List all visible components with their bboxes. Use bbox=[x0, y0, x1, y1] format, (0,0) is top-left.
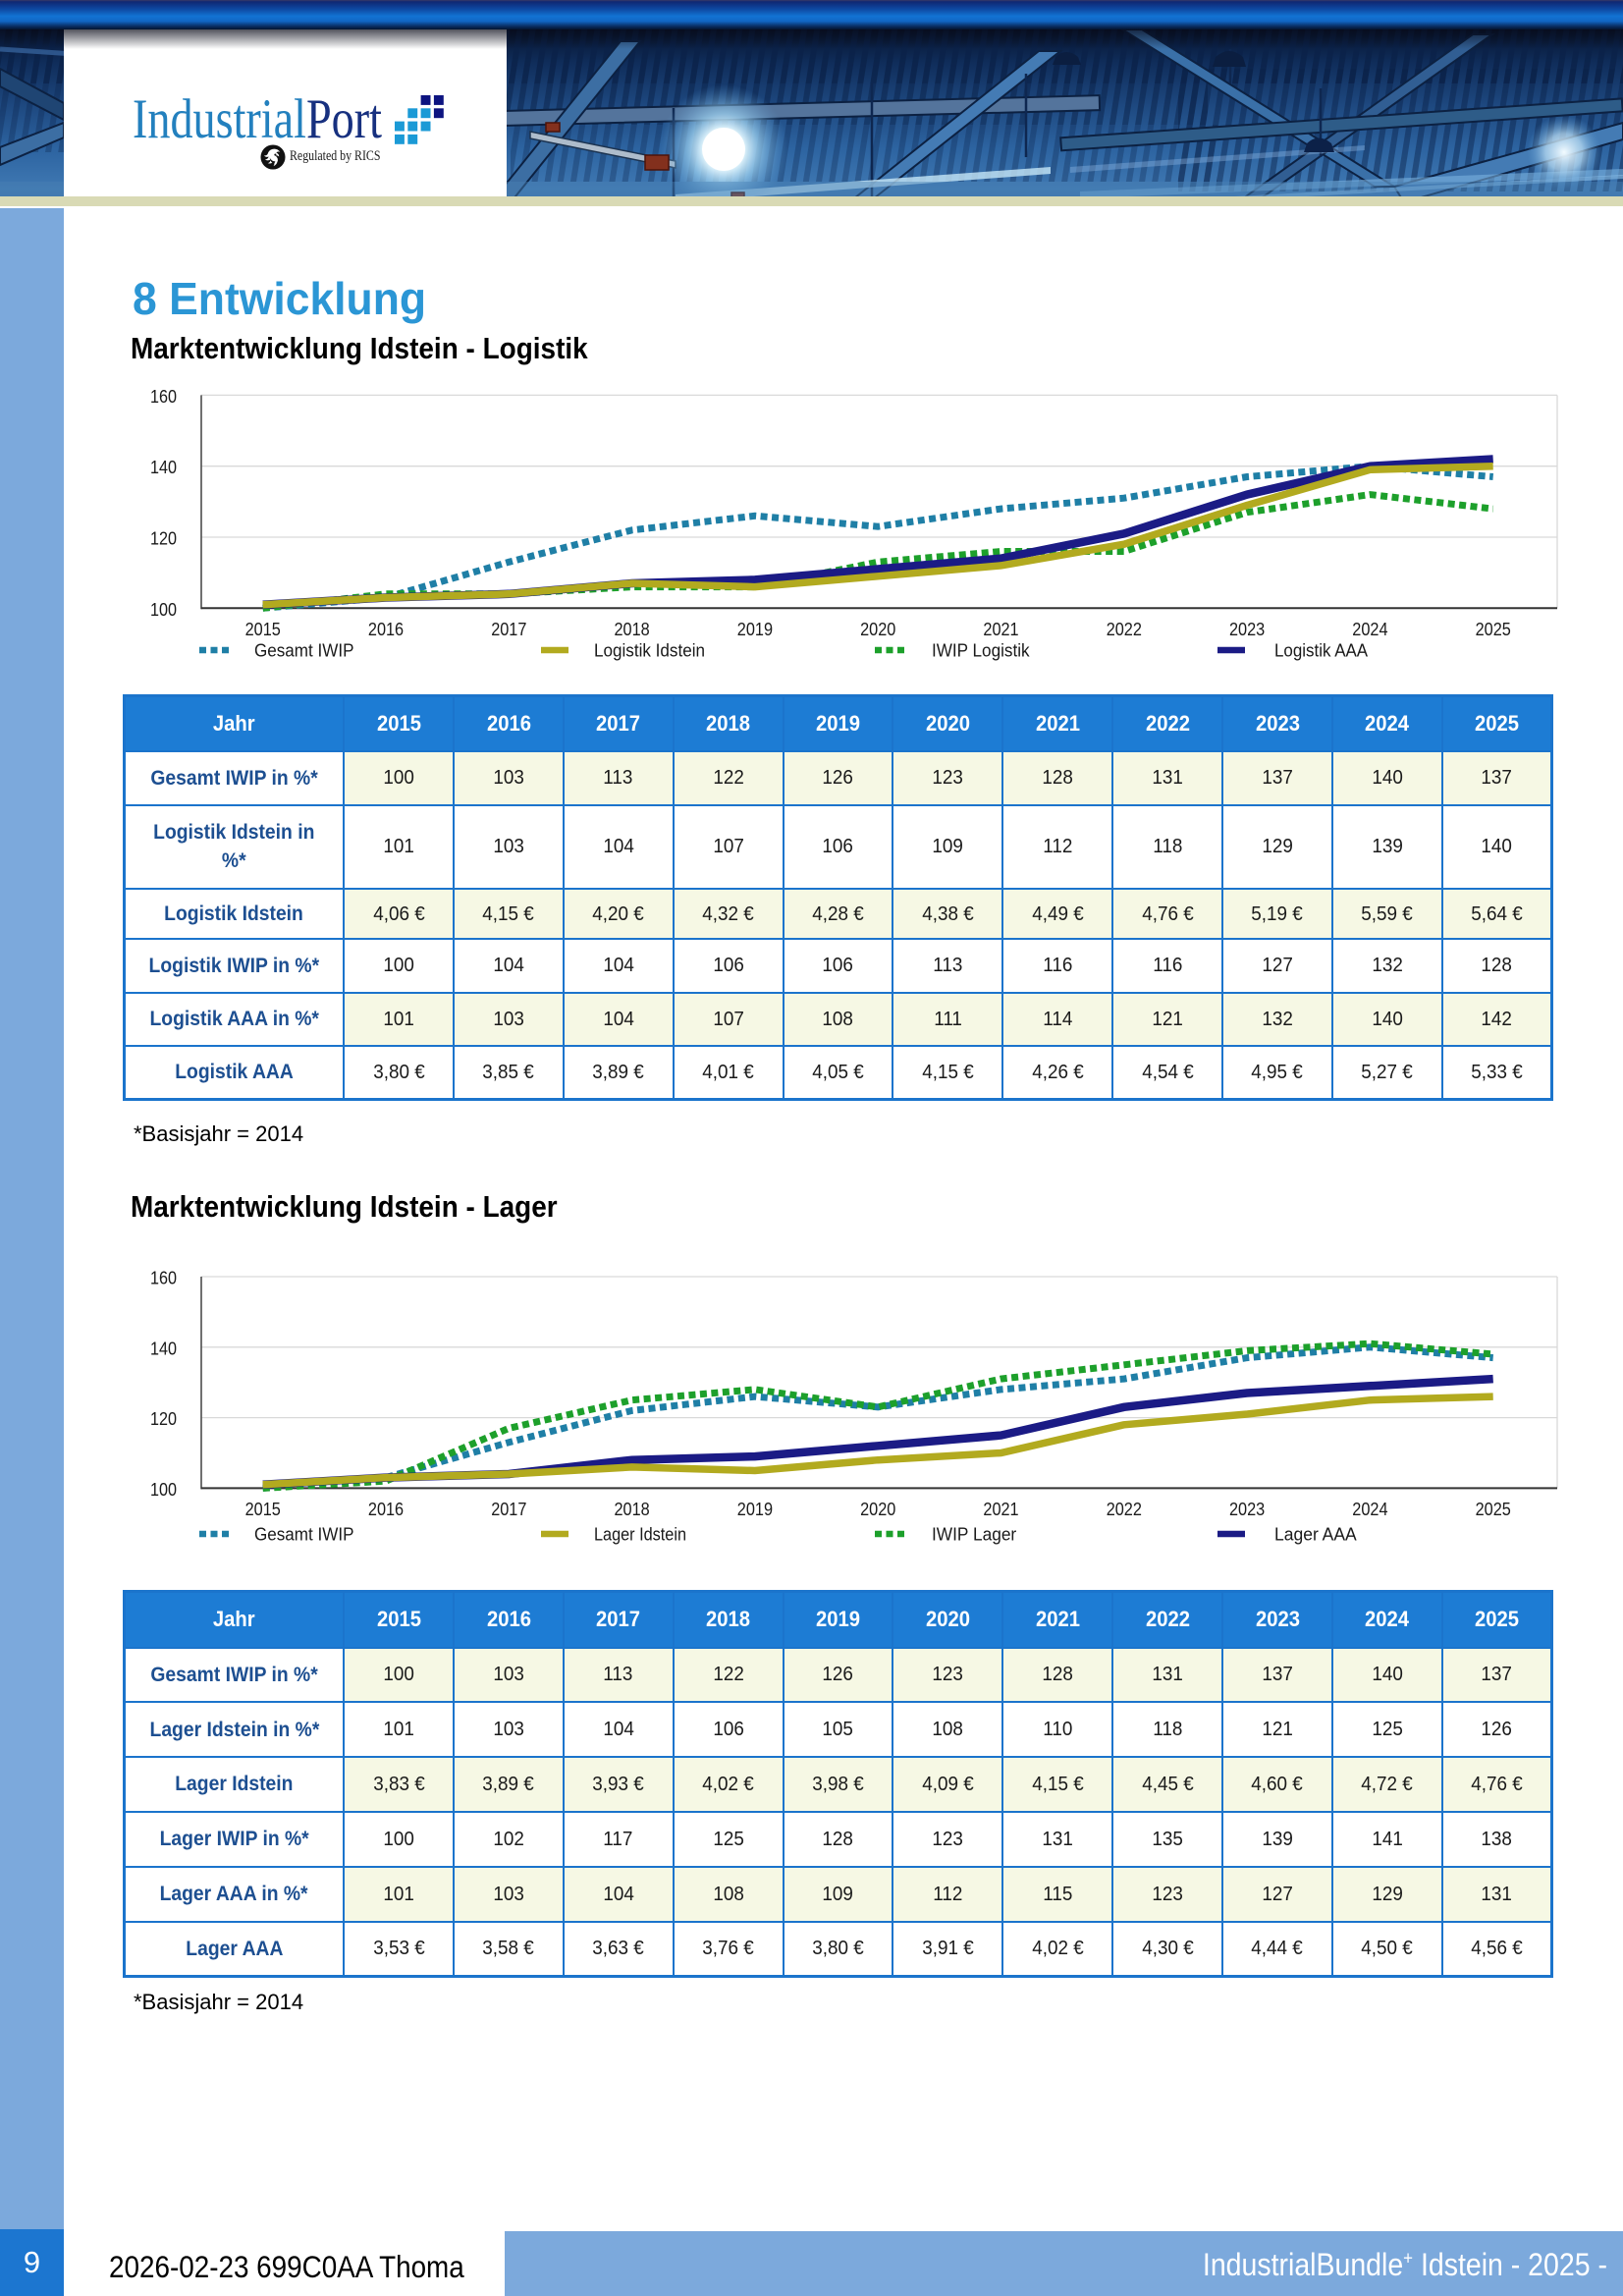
svg-text:2020: 2020 bbox=[860, 1500, 895, 1519]
svg-text:2018: 2018 bbox=[615, 1500, 650, 1519]
svg-text:2021: 2021 bbox=[983, 1500, 1018, 1519]
svg-text:Gesamt IWIP: Gesamt IWIP bbox=[254, 1525, 354, 1545]
svg-text:Gesamt IWIP: Gesamt IWIP bbox=[254, 641, 354, 661]
svg-text:120: 120 bbox=[150, 529, 177, 549]
svg-text:140: 140 bbox=[150, 458, 177, 477]
svg-text:Logistik AAA: Logistik AAA bbox=[1274, 641, 1368, 661]
svg-text:2019: 2019 bbox=[737, 1500, 773, 1519]
svg-text:Lager Idstein: Lager Idstein bbox=[594, 1525, 686, 1545]
svg-text:2024: 2024 bbox=[1352, 620, 1387, 639]
svg-text:2024: 2024 bbox=[1352, 1500, 1387, 1519]
svg-text:2016: 2016 bbox=[368, 1500, 404, 1519]
svg-text:2023: 2023 bbox=[1229, 1500, 1265, 1519]
svg-text:160: 160 bbox=[150, 1269, 177, 1288]
svg-text:2022: 2022 bbox=[1107, 1500, 1142, 1519]
svg-text:2017: 2017 bbox=[491, 620, 526, 639]
svg-text:2015: 2015 bbox=[245, 620, 281, 639]
svg-text:2025: 2025 bbox=[1476, 1500, 1511, 1519]
svg-text:2021: 2021 bbox=[983, 620, 1018, 639]
svg-text:2022: 2022 bbox=[1107, 620, 1142, 639]
svg-text:100: 100 bbox=[150, 1480, 177, 1500]
svg-text:2020: 2020 bbox=[860, 620, 895, 639]
svg-text:2015: 2015 bbox=[245, 1500, 281, 1519]
svg-text:2017: 2017 bbox=[491, 1500, 526, 1519]
svg-text:140: 140 bbox=[150, 1339, 177, 1358]
svg-text:Lager AAA: Lager AAA bbox=[1274, 1525, 1357, 1545]
svg-text:Logistik Idstein: Logistik Idstein bbox=[594, 641, 705, 661]
svg-text:120: 120 bbox=[150, 1409, 177, 1429]
svg-text:100: 100 bbox=[150, 600, 177, 620]
svg-text:2019: 2019 bbox=[737, 620, 773, 639]
svg-text:2023: 2023 bbox=[1229, 620, 1265, 639]
svg-text:2025: 2025 bbox=[1476, 620, 1511, 639]
svg-text:IWIP Logistik: IWIP Logistik bbox=[932, 641, 1031, 661]
svg-text:2018: 2018 bbox=[615, 620, 650, 639]
svg-text:IWIP Lager: IWIP Lager bbox=[932, 1525, 1016, 1545]
svg-text:160: 160 bbox=[150, 387, 177, 407]
svg-text:2016: 2016 bbox=[368, 620, 404, 639]
